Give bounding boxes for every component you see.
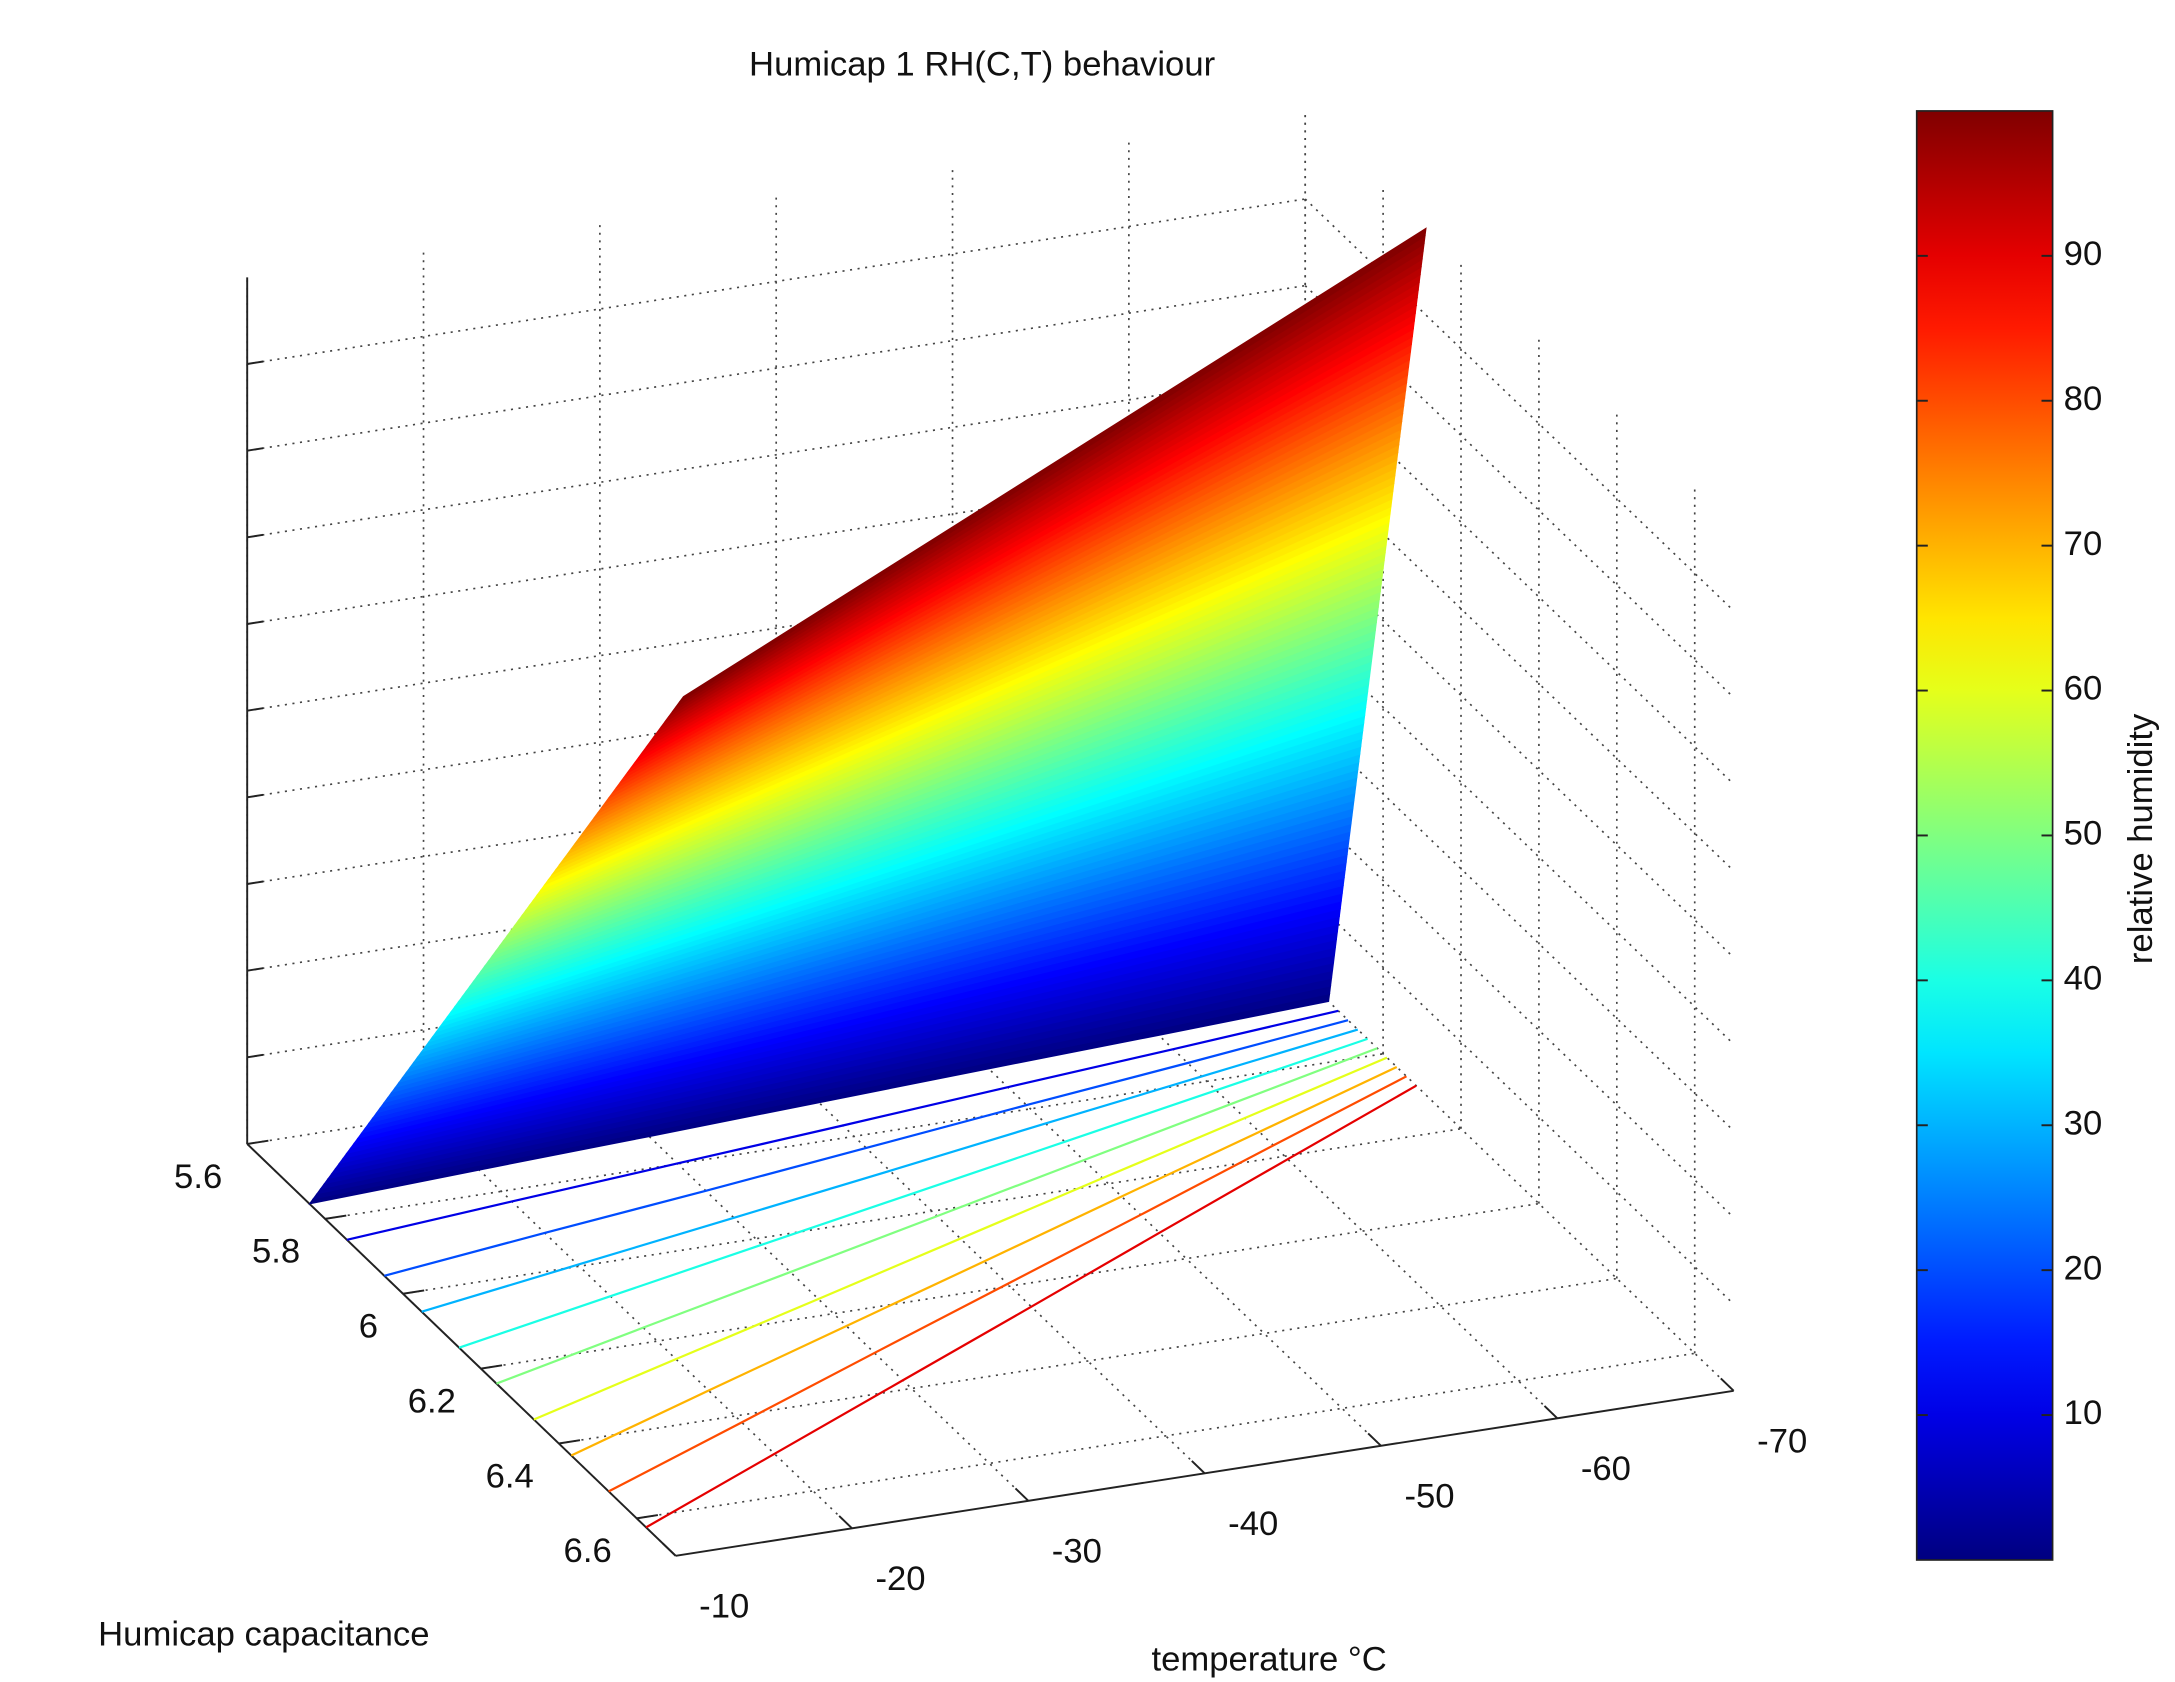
- y-tick: [558, 1439, 581, 1445]
- contour-line: [421, 1028, 1359, 1313]
- y-tick-label: 5.8: [252, 1233, 300, 1271]
- z-tick: [247, 707, 264, 712]
- x-tick-label: -20: [875, 1560, 925, 1598]
- y-axis: [246, 1143, 677, 1557]
- colorbar-label: relative humidity: [2122, 713, 2160, 964]
- contour-line: [608, 1075, 1407, 1493]
- grid-line: [480, 1202, 1540, 1370]
- contour-line: [533, 1056, 1388, 1421]
- x-tick-label: -30: [1052, 1533, 1102, 1571]
- grid-line: [1304, 631, 1735, 1045]
- y-tick-label: 6.6: [564, 1532, 612, 1570]
- x-tick: [1720, 1377, 1735, 1392]
- chart-title: Humicap 1 RH(C,T) behaviour: [749, 46, 1215, 84]
- z-tick: [247, 880, 264, 885]
- colorbar-tick-label: 10: [2064, 1394, 2103, 1432]
- contour-line: [346, 1009, 1339, 1241]
- z-tick: [247, 360, 264, 365]
- x-tick: [1191, 1460, 1206, 1475]
- grid-line: [775, 1060, 1206, 1474]
- y-tick: [480, 1364, 503, 1370]
- y-tick-label: 6: [359, 1308, 378, 1346]
- surface-patch: [679, 227, 1427, 703]
- grid-line: [247, 371, 1306, 539]
- contour-line: [458, 1037, 1368, 1349]
- x-tick-label: -50: [1404, 1478, 1454, 1516]
- grid-line: [1304, 891, 1735, 1305]
- x-tick: [662, 1542, 677, 1557]
- x-tick: [1014, 1487, 1030, 1502]
- contour-line: [570, 1065, 1398, 1457]
- contour-line: [496, 1047, 1378, 1385]
- y-tick: [247, 1139, 269, 1145]
- grid-line: [247, 198, 1306, 365]
- y-tick: [324, 1214, 347, 1220]
- grid-line: [1304, 805, 1735, 1219]
- x-axis-label: temperature °C: [1151, 1640, 1386, 1678]
- grid-line: [1304, 978, 1735, 1392]
- x-tick-label: -10: [699, 1588, 749, 1626]
- x-tick-label: -60: [1581, 1450, 1631, 1488]
- x-tick-label: -70: [1757, 1423, 1807, 1461]
- grid-line: [1304, 718, 1735, 1132]
- y-axis-label: Humicap capacitance: [98, 1615, 429, 1653]
- surface: [308, 227, 1427, 1205]
- colorbar-tick-label: 80: [2064, 380, 2103, 418]
- z-tick: [247, 533, 264, 539]
- contour-line: [645, 1084, 1417, 1529]
- z-tick: [247, 620, 264, 625]
- x-tick: [1367, 1432, 1382, 1447]
- grid-line: [951, 1033, 1382, 1447]
- colorbar-tick-label: 60: [2064, 670, 2103, 708]
- x-tick-label: -40: [1228, 1505, 1278, 1543]
- y-tick-label: 5.6: [174, 1158, 222, 1196]
- y-tick: [636, 1514, 659, 1520]
- y-tick-label: 6.4: [486, 1457, 534, 1495]
- grid-line: [599, 1088, 1029, 1502]
- contour-line: [384, 1019, 1349, 1277]
- grid-line: [558, 1277, 1617, 1445]
- grid-line: [324, 1053, 1384, 1220]
- z-tick: [247, 447, 264, 452]
- y-tick: [402, 1289, 425, 1295]
- colorbar-tick-label: 40: [2064, 960, 2103, 998]
- z-tick: [247, 967, 264, 972]
- colorbar-tick-label: 50: [2064, 815, 2103, 853]
- grid-line: [247, 284, 1306, 452]
- z-tick: [247, 1053, 264, 1059]
- x-tick: [1543, 1405, 1559, 1420]
- colorbar-tick-label: 90: [2064, 235, 2103, 273]
- z-tick: [247, 793, 264, 799]
- grid-line: [402, 1127, 1462, 1295]
- colorbar: [1915, 110, 2054, 1561]
- colorbar-tick-label: 20: [2064, 1249, 2103, 1287]
- colorbar-tick-label: 30: [2064, 1104, 2103, 1142]
- y-tick-label: 6.2: [408, 1382, 456, 1420]
- x-tick: [838, 1515, 853, 1530]
- grid-line: [636, 1352, 1695, 1520]
- colorbar-tick-label: 70: [2064, 525, 2103, 563]
